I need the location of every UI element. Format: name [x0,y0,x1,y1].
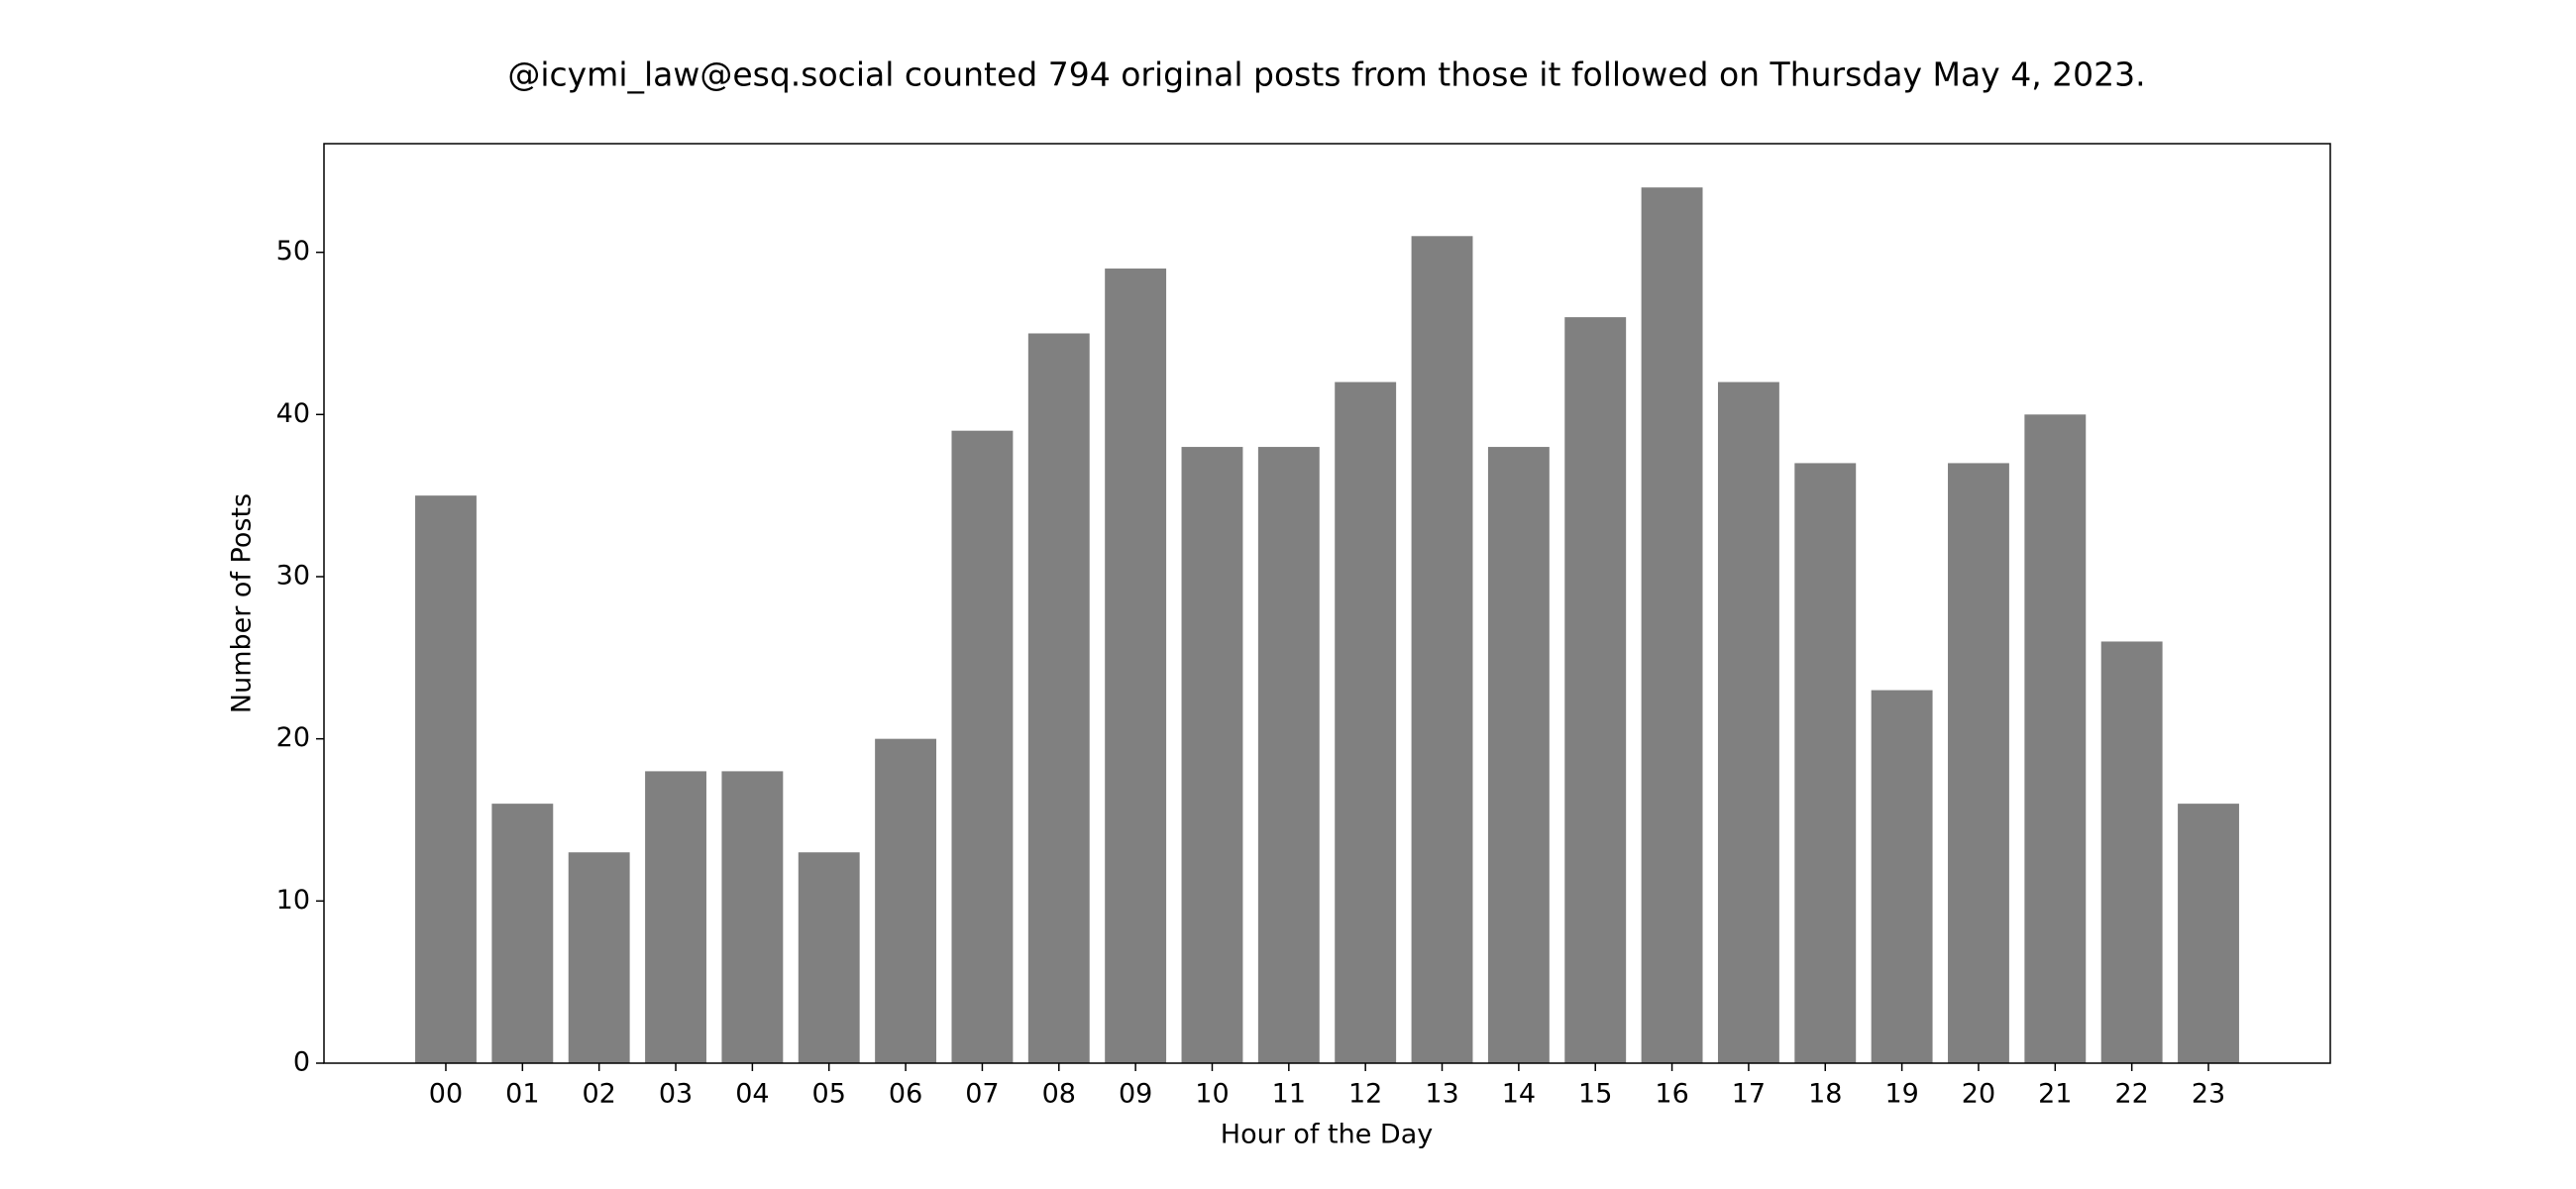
bar [875,738,937,1063]
bar [951,430,1014,1063]
x-tick-label: 18 [1808,1079,1842,1110]
x-tick-label: 02 [583,1079,616,1110]
x-tick-label: 09 [1119,1079,1152,1110]
bar [721,771,784,1063]
y-tick-label: 30 [276,560,310,591]
x-axis-label: Hour of the Day [1221,1120,1433,1150]
bar [1411,236,1473,1063]
x-tick-label: 21 [2038,1079,2072,1110]
bar [1564,317,1627,1063]
x-tick-label: 05 [812,1079,846,1110]
x-tick-label: 04 [735,1079,769,1110]
x-tick-label: 00 [429,1079,463,1110]
x-tick-label: 11 [1272,1079,1306,1110]
x-tick-label: 07 [965,1079,999,1110]
x-tick-label: 01 [505,1079,539,1110]
x-tick-label: 16 [1655,1079,1688,1110]
x-tick-label: 03 [659,1079,693,1110]
x-tick-label: 06 [889,1079,922,1110]
bar [1181,447,1243,1064]
bar [1257,447,1320,1064]
x-tick-label: 12 [1348,1079,1382,1110]
bar [1871,690,1933,1063]
bar [1487,447,1550,1064]
x-tick-label: 17 [1732,1079,1766,1110]
bar [1717,381,1779,1063]
x-tick-label: 22 [2114,1079,2148,1110]
bar [2024,414,2087,1063]
x-tick-label: 15 [1578,1079,1612,1110]
y-axis-label: Number of Posts [227,493,258,713]
bar [645,771,706,1063]
y-tick-label: 50 [276,236,310,267]
x-tick-label: 13 [1425,1079,1458,1110]
y-tick-label: 10 [276,885,310,916]
bar [415,495,477,1063]
x-tick-label: 14 [1502,1079,1536,1110]
bar [1794,463,1857,1063]
x-tick-label: 20 [1962,1079,1995,1110]
plot-frame [323,143,2331,1064]
bar [1027,333,1090,1063]
bar [1105,269,1167,1064]
bar [1335,381,1397,1063]
x-tick-label: 23 [2192,1079,2225,1110]
bar [568,852,630,1063]
x-tick-label: 10 [1195,1079,1229,1110]
bar [1948,463,2009,1063]
x-tick-label: 19 [1884,1079,1918,1110]
y-tick-label: 0 [293,1047,310,1078]
bar [491,804,554,1063]
x-tick-label: 08 [1042,1079,1076,1110]
y-tick-label: 40 [276,398,310,429]
y-tick-label: 20 [276,722,310,753]
bar [2100,641,2163,1063]
chart-title: @icymi_law@esq.social counted 794 origin… [507,55,2145,94]
bar [2178,804,2239,1063]
bar [1641,187,1703,1063]
bar [798,852,860,1063]
